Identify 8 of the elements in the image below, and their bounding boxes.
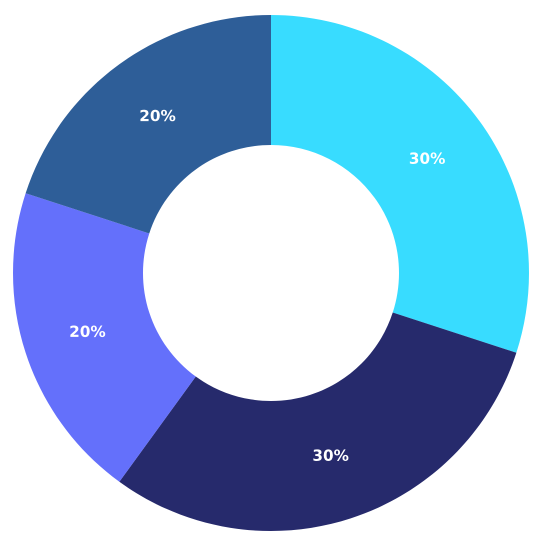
donut-slice — [26, 15, 271, 234]
data-label: 30% — [313, 449, 348, 461]
data-label: 20% — [140, 110, 176, 122]
data-label: 30% — [410, 152, 445, 164]
donut-slice — [13, 193, 196, 482]
donut-slice — [119, 312, 516, 531]
donut-slice — [271, 15, 529, 353]
data-label: 20% — [70, 326, 106, 338]
